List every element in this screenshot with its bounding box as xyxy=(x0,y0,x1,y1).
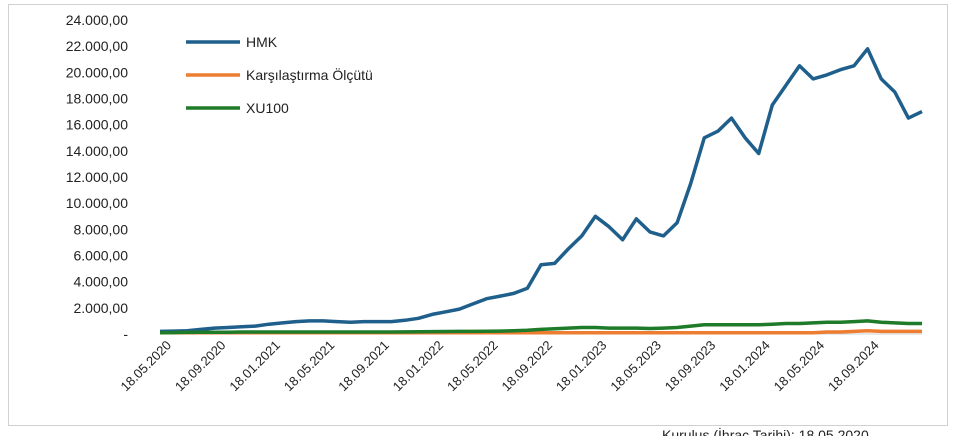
legend-label: HMK xyxy=(246,34,278,50)
x-tick-label: 18.05.2023 xyxy=(607,338,664,395)
x-tick-label: 18.01.2021 xyxy=(226,338,283,395)
x-tick-label: 18.01.2024 xyxy=(716,338,773,395)
x-tick-label: 18.01.2023 xyxy=(553,338,610,395)
y-tick-label: 20.000,00 xyxy=(66,64,128,80)
y-tick-label: 24.000,00 xyxy=(66,12,128,28)
x-tick-label: 18.05.2020 xyxy=(117,338,174,395)
y-tick-label: 16.000,00 xyxy=(66,117,128,133)
chart-border xyxy=(8,4,948,426)
y-tick-label: 2.000,00 xyxy=(74,300,129,316)
x-tick-label: 18.09.2020 xyxy=(172,338,229,395)
y-tick-label: 10.000,00 xyxy=(66,195,128,211)
y-tick-label: 12.000,00 xyxy=(66,169,128,185)
y-tick-label: 22.000,00 xyxy=(66,38,128,54)
y-tick-label: 14.000,00 xyxy=(66,143,128,159)
series-line xyxy=(159,47,923,334)
x-tick-label: 18.01.2022 xyxy=(390,338,447,395)
y-tick-label: 8.000,00 xyxy=(74,221,129,237)
x-tick-label: 18.05.2022 xyxy=(444,338,501,395)
y-tick-label: - xyxy=(123,326,128,342)
note: Kuruluş (İhraç Tarihi): 18.05.2020 xyxy=(662,426,869,436)
legend-label: XU100 xyxy=(246,100,289,116)
x-tick-label: 18.09.2021 xyxy=(335,338,392,395)
legend-label: Karşılaştırma Ölçütü xyxy=(246,66,373,83)
series-line xyxy=(159,319,922,335)
x-tick-label: 18.09.2022 xyxy=(498,338,555,395)
x-tick-label: 18.09.2023 xyxy=(662,338,719,395)
y-tick-label: 6.000,00 xyxy=(74,248,129,264)
y-tick-label: 4.000,00 xyxy=(74,274,129,290)
x-tick-label: 18.09.2024 xyxy=(825,338,882,395)
x-tick-label: 18.05.2021 xyxy=(281,338,338,395)
x-tick-label: 18.05.2024 xyxy=(771,338,828,395)
y-tick-label: 18.000,00 xyxy=(66,91,128,107)
